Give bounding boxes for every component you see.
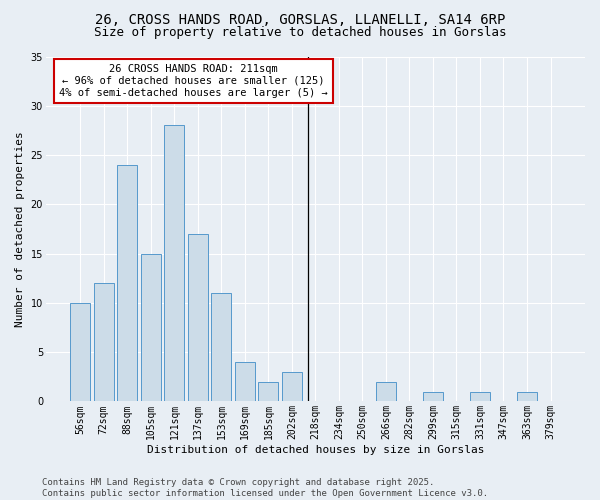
Bar xyxy=(118,165,137,402)
Text: Contains HM Land Registry data © Crown copyright and database right 2025.
Contai: Contains HM Land Registry data © Crown c… xyxy=(42,478,488,498)
Text: Size of property relative to detached houses in Gorslas: Size of property relative to detached ho… xyxy=(94,26,506,39)
Bar xyxy=(70,303,91,402)
Bar xyxy=(259,382,278,402)
Bar xyxy=(376,382,396,402)
Bar xyxy=(517,392,537,402)
Bar xyxy=(141,254,161,402)
Bar xyxy=(211,293,232,402)
X-axis label: Distribution of detached houses by size in Gorslas: Distribution of detached houses by size … xyxy=(146,445,484,455)
Bar xyxy=(235,362,255,402)
Bar xyxy=(188,234,208,402)
Bar xyxy=(470,392,490,402)
Text: 26 CROSS HANDS ROAD: 211sqm
← 96% of detached houses are smaller (125)
4% of sem: 26 CROSS HANDS ROAD: 211sqm ← 96% of det… xyxy=(59,64,328,98)
Bar xyxy=(423,392,443,402)
Y-axis label: Number of detached properties: Number of detached properties xyxy=(15,131,25,327)
Text: 26, CROSS HANDS ROAD, GORSLAS, LLANELLI, SA14 6RP: 26, CROSS HANDS ROAD, GORSLAS, LLANELLI,… xyxy=(95,12,505,26)
Bar xyxy=(282,372,302,402)
Bar xyxy=(164,126,184,402)
Bar xyxy=(94,283,114,402)
